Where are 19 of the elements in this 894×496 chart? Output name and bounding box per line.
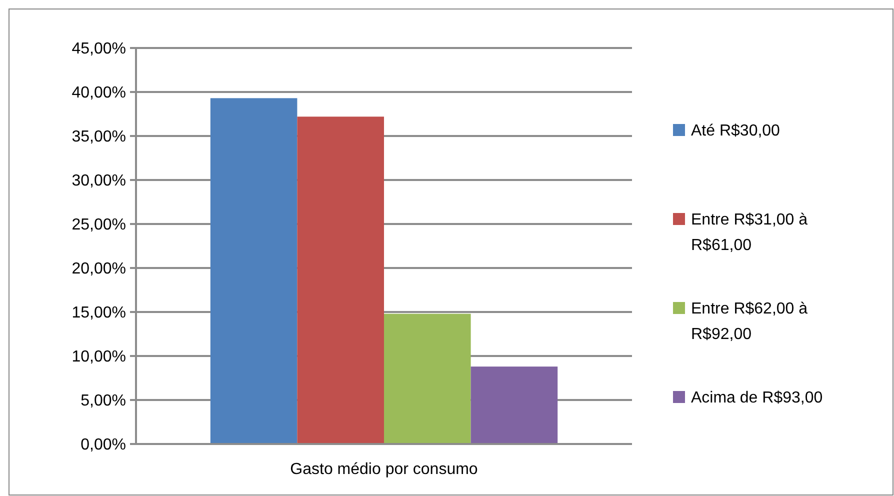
x-tick-label: Gasto médio por consumo (290, 461, 478, 478)
legend-label: Entre R$62,00 à R$92,00 (691, 300, 808, 344)
y-tick-label: 10,00% (72, 348, 126, 366)
bar (470, 366, 558, 444)
y-tick-label: 15,00% (72, 304, 126, 322)
legend-label: Até R$30,00 (691, 122, 780, 140)
bar (210, 98, 298, 444)
y-tick-label: 40,00% (72, 84, 126, 102)
y-tick-label: 25,00% (72, 216, 126, 234)
legend-label: Acima de R$93,00 (691, 390, 823, 407)
bar (297, 116, 384, 444)
y-tick-label: 30,00% (72, 172, 126, 190)
legend-label: Entre R$31,00 à R$61,00 (691, 212, 808, 254)
y-tick-label: 45,00% (72, 40, 126, 58)
y-tick-label: 5,00% (80, 392, 126, 410)
bar (384, 314, 471, 444)
y-tick-label: 20,00% (72, 260, 126, 278)
y-tick-label: 0,00% (80, 436, 126, 454)
y-tick-label: 35,00% (72, 128, 126, 146)
